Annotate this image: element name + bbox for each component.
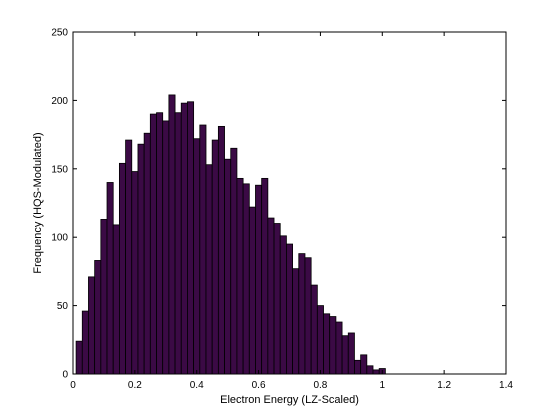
- histogram-bar: [304, 257, 312, 375]
- x-tick-label: 0: [70, 380, 76, 391]
- histogram-bar: [88, 276, 96, 375]
- histogram-bar: [372, 369, 380, 375]
- histogram-bar: [162, 120, 170, 375]
- histogram-bar: [217, 125, 225, 375]
- histogram-bar: [205, 164, 213, 375]
- histogram-bar: [286, 243, 294, 375]
- y-tick-label: 250: [51, 28, 68, 39]
- y-tick-label: 100: [51, 233, 68, 244]
- histogram-bar: [323, 313, 331, 375]
- histogram-bar: [112, 224, 120, 375]
- histogram-bar: [131, 171, 139, 375]
- histogram-bar: [329, 316, 337, 375]
- histogram-bar: [360, 354, 368, 375]
- histogram-bar: [174, 112, 182, 375]
- histogram-bar: [316, 305, 324, 375]
- bars-layer: [75, 94, 386, 375]
- histogram-bar: [100, 219, 108, 375]
- histogram-bar: [347, 332, 355, 375]
- histogram-bar: [211, 139, 219, 375]
- histogram-bar: [354, 359, 362, 375]
- histogram-bar: [261, 177, 269, 375]
- x-tick-label: 1: [380, 380, 386, 391]
- histogram-bar: [366, 365, 374, 375]
- x-tick-label: 1.2: [437, 380, 451, 391]
- histogram-bar: [199, 124, 207, 375]
- histogram-bar: [143, 132, 151, 375]
- histogram-bar: [106, 182, 114, 375]
- histogram-bar: [193, 138, 201, 375]
- histogram-bar: [187, 101, 195, 375]
- x-tick-label: 0.4: [190, 380, 204, 391]
- histogram-bar: [248, 206, 256, 375]
- histogram-bar: [81, 310, 89, 375]
- y-tick-label: 0: [62, 370, 68, 381]
- histogram-bar: [230, 147, 238, 375]
- y-axis-label: Frequency (HQS-Modulated): [32, 132, 44, 273]
- histogram-bar: [168, 94, 176, 375]
- y-tick-label: 50: [57, 301, 69, 312]
- histogram-bar: [75, 340, 83, 375]
- histogram-bar: [279, 235, 287, 375]
- x-tick-label: 0.6: [252, 380, 266, 391]
- y-tick-label: 200: [51, 96, 68, 107]
- histogram-bar: [310, 284, 318, 375]
- x-tick-label: 0.8: [313, 380, 327, 391]
- histogram-bar: [180, 102, 188, 375]
- histogram-bar: [156, 112, 164, 375]
- ticks-layer: 0 0.2 0.4 0.6 0.8 1 1.2 1.4 0 50 100 150 200 250: [51, 28, 513, 392]
- histogram-bar: [242, 183, 250, 375]
- histogram-bar: [298, 253, 306, 375]
- histogram-bar: [149, 113, 157, 375]
- histogram-bar: [255, 184, 263, 375]
- histogram-bar: [118, 162, 126, 375]
- x-axis-label: Electron Energy (LZ-Scaled): [220, 394, 359, 406]
- histogram-bar: [94, 260, 102, 375]
- histogram-bar: [137, 143, 145, 375]
- histogram-bar: [125, 139, 133, 375]
- histogram-bar: [236, 177, 244, 375]
- histogram-bar: [267, 217, 275, 375]
- y-tick-label: 150: [51, 164, 68, 175]
- histogram-bar: [273, 223, 281, 375]
- histogram-bar: [292, 268, 300, 375]
- x-tick-label: 0.2: [128, 380, 142, 391]
- x-tick-label: 1.4: [499, 380, 513, 391]
- histogram-bar: [224, 158, 232, 375]
- histogram-bar: [335, 321, 343, 375]
- histogram-bar: [341, 335, 349, 375]
